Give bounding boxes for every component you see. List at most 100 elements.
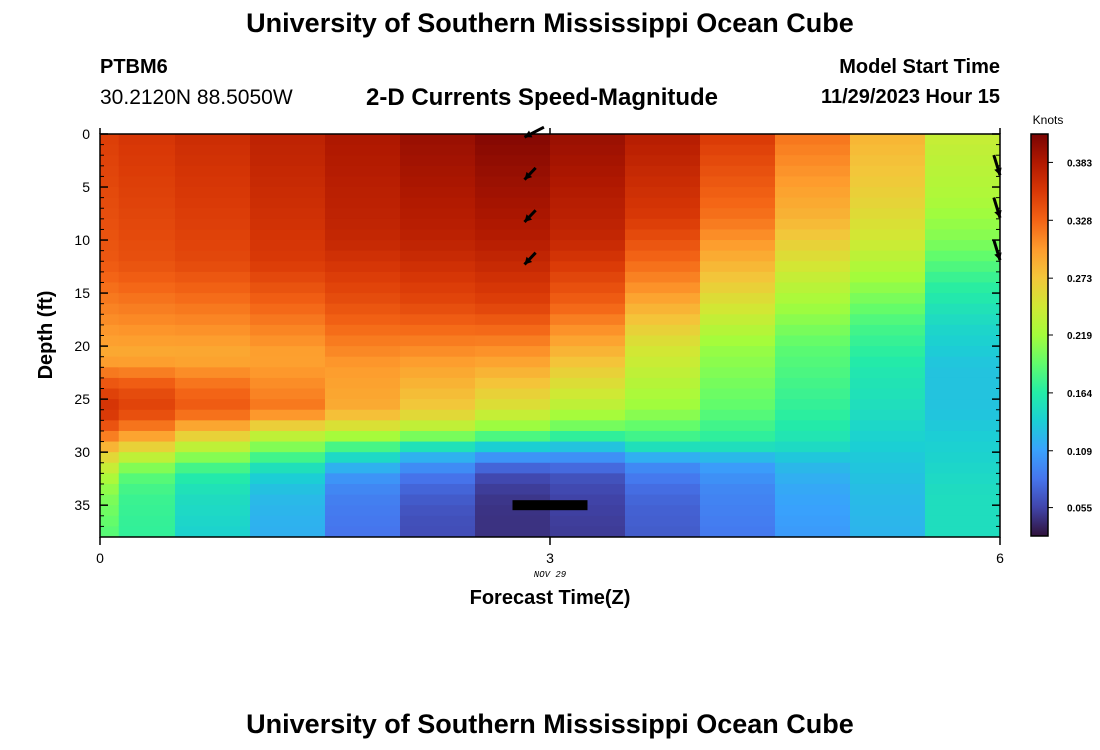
heatmap-cell <box>850 187 926 199</box>
heatmap-cell <box>550 441 626 453</box>
heatmap-cell <box>250 218 326 231</box>
heatmap-cell <box>100 155 120 167</box>
heatmap-cell <box>625 430 701 443</box>
heatmap-cell <box>400 346 476 358</box>
heatmap-cell <box>400 176 476 188</box>
heatmap-cell <box>850 420 926 432</box>
heatmap-cell <box>700 240 776 252</box>
heatmap-cell <box>118 377 176 390</box>
heatmap-cell <box>925 261 1000 273</box>
heatmap-cell <box>775 430 851 443</box>
heatmap-cell <box>925 515 1000 527</box>
heatmap-cell <box>325 303 401 315</box>
heatmap-cell <box>325 240 401 252</box>
heatmap-cell <box>175 515 251 527</box>
heatmap-cell <box>118 324 176 337</box>
heatmap-cell <box>550 155 626 167</box>
heatmap-cell <box>850 526 926 537</box>
heatmap-cell <box>700 462 776 474</box>
heatmap-cell <box>100 388 120 400</box>
heatmap-cell <box>925 526 1000 537</box>
heatmap-cell <box>550 261 626 273</box>
colorbar-tick-label: 0.383 <box>1067 158 1092 169</box>
heatmap-cell <box>175 303 251 315</box>
heatmap-cell <box>400 303 476 315</box>
heatmap-cell <box>700 483 776 496</box>
heatmap-cell <box>550 430 626 443</box>
heatmap-cell <box>100 462 120 474</box>
station-coordinates: 30.2120N 88.5050W <box>100 86 293 109</box>
heatmap-cell <box>400 335 476 347</box>
heatmap-cell <box>625 462 701 474</box>
heatmap-cell <box>250 208 326 220</box>
heatmap-cell <box>100 505 120 517</box>
heatmap-cell <box>625 271 701 284</box>
heatmap-cell <box>925 229 1000 241</box>
heatmap-cell <box>250 197 326 209</box>
colorbar-title: Knots <box>1033 113 1064 127</box>
heatmap-cell <box>625 165 701 178</box>
heatmap-cell <box>925 473 1000 485</box>
heatmap-cell <box>625 483 701 496</box>
heatmap-cell <box>100 144 120 156</box>
heatmap-cell <box>700 155 776 167</box>
heatmap-cell <box>775 346 851 358</box>
current-vector <box>523 209 537 224</box>
heatmap-cell <box>400 144 476 156</box>
heatmap-cell <box>625 208 701 220</box>
heatmap-cell <box>625 335 701 347</box>
heatmap-cell <box>700 165 776 178</box>
heatmap-cell <box>775 155 851 167</box>
heatmap-cell <box>775 494 851 506</box>
heatmap-cell <box>550 282 626 294</box>
heatmap-cell <box>475 240 551 252</box>
heatmap-cell <box>100 346 120 358</box>
heatmap-cell <box>400 526 476 537</box>
heatmap-cell <box>775 420 851 432</box>
heatmap-cell <box>775 473 851 485</box>
colorbar-tick-label: 0.164 <box>1067 389 1092 400</box>
heatmap-cell <box>325 176 401 188</box>
heatmap-cell <box>400 483 476 496</box>
colorbar-tick-label: 0.219 <box>1067 331 1092 342</box>
heatmap-cell <box>175 324 251 337</box>
heatmap-cell <box>775 293 851 305</box>
heatmap-cell <box>325 515 401 527</box>
heatmap-cell <box>400 462 476 474</box>
heatmap-cell <box>250 155 326 167</box>
heatmap-cell <box>175 240 251 252</box>
heatmap-cell <box>475 134 551 146</box>
heatmap-cell <box>118 240 176 252</box>
heatmap-cell <box>325 377 401 390</box>
y-tick-label: 25 <box>74 391 90 407</box>
heatmap-cell <box>118 526 176 537</box>
heatmap-cell <box>925 134 1000 146</box>
heatmap-cell <box>325 197 401 209</box>
heatmap-cell <box>118 197 176 209</box>
heatmap-cell <box>550 515 626 527</box>
heatmap-cell <box>325 409 401 421</box>
heatmap-cell <box>850 250 926 262</box>
heatmap-cell <box>775 144 851 156</box>
heatmap-cell <box>475 165 551 178</box>
heatmap-cell <box>550 388 626 400</box>
heatmap-cell <box>400 165 476 178</box>
y-tick-label: 10 <box>74 232 90 248</box>
heatmap-cell <box>475 505 551 517</box>
heatmap-cell <box>850 293 926 305</box>
heatmap-cell <box>700 430 776 443</box>
heatmap-cell <box>100 409 120 421</box>
model-start-value: 11/29/2023 Hour 15 <box>820 86 1000 108</box>
heatmap-cell <box>700 293 776 305</box>
heatmap-cell <box>700 377 776 390</box>
heatmap-cell <box>925 218 1000 231</box>
heatmap-cell <box>250 314 326 326</box>
heatmap-cell <box>400 155 476 167</box>
heatmap-cell <box>700 218 776 231</box>
heatmap-cell <box>925 494 1000 506</box>
page-title: University of Southern Mississippi Ocean… <box>246 8 854 38</box>
heatmap-cell <box>775 314 851 326</box>
heatmap-cell <box>550 367 626 379</box>
heatmap-cell <box>250 303 326 315</box>
